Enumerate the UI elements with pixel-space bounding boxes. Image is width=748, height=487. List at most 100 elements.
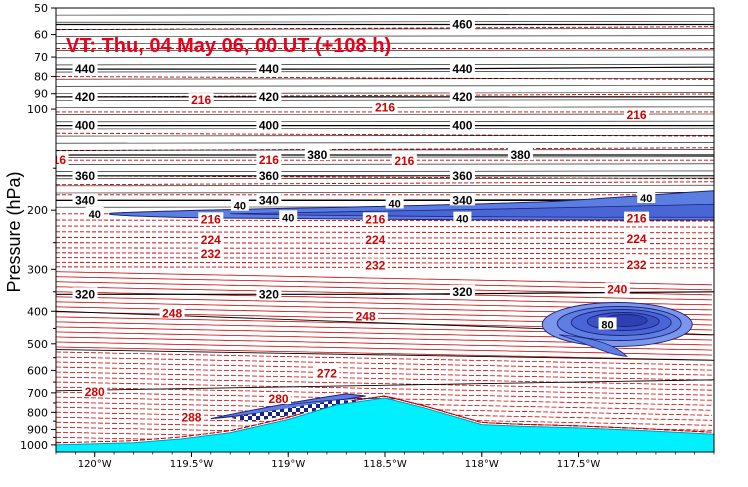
y-tick-label: 200 [27,204,48,217]
theta-label-bg [449,62,475,75]
y-axis-title: Pressure (hPa) [4,171,24,292]
y-tick-label: 600 [27,364,48,377]
wind-speed-label: 40 [234,201,246,213]
theta-contour-minor [56,142,714,144]
temperature-contour [56,276,713,291]
x-tick-label: 118.5°W [363,459,407,470]
wind-speed-label: 40 [640,193,652,205]
temperature-label-bg [624,211,650,224]
terrain-profile [56,397,714,452]
theta-label-bg [507,147,533,160]
y-tick-label: 700 [27,387,48,400]
x-tick-label: 117.5°W [557,459,601,470]
theta-label-bg [449,118,475,131]
theta-label: 440 [75,62,95,76]
temperature-contour [56,376,713,391]
temperature-label-bg [256,153,282,166]
temperature-label: 216 [394,154,414,168]
temperature-label-bg [624,257,650,270]
temperature-contour [56,361,713,376]
temperature-label-bg [362,212,388,225]
theta-contour-minor [56,49,714,51]
theta-label: 460 [452,18,472,32]
temperature-contour [56,242,714,245]
temperature-contour [56,261,714,264]
temperature-contour [56,76,714,80]
theta-contour-minor [56,71,714,73]
temperature-label-bg [198,246,224,259]
temperature-contour [56,181,714,186]
theta-label: 320 [452,285,472,299]
x-tick-label: 119.5°W [170,459,214,470]
theta-label-bg [449,89,475,102]
temperature-label-bg [391,154,417,167]
theta-label: 420 [75,90,95,104]
theta-label: 420 [452,90,472,104]
theta-contour-minor [56,135,714,137]
temperature-label: 232 [627,258,647,272]
temperature-contour [56,356,713,371]
x-tick-label: 118°W [465,459,499,470]
temperature-contour [56,346,713,361]
y-tick-label: 90 [34,88,48,101]
theta-label-bg [256,62,282,75]
theta-contour-minor [56,156,714,158]
theta-label-bg [256,168,282,181]
temperature-label-bg [353,309,379,322]
temperature-label: 224 [201,233,221,247]
y-tick-label: 900 [27,424,48,437]
temperature-label: 216 [191,93,211,107]
temperature-label: 216 [375,101,395,115]
theta-label-bg [449,168,475,181]
temperature-label: 216 [259,153,279,167]
y-tick-label: 400 [27,305,48,318]
y-tick-label: 80 [34,71,48,84]
temperature-contour [56,395,713,444]
wind-hatch [230,399,366,423]
x-axis: 120°W 119.5°W 119°W 118.5°W 118°W 117.5°W [55,452,715,470]
theta-label: 380 [307,148,327,162]
temperature-contour [56,371,713,386]
wind-speed-label: 80 [601,319,613,331]
theta-contour-minor [56,184,714,187]
temperature-contour [56,351,713,366]
temperature-label-bg [178,410,204,423]
wind-speed-shading [108,190,714,423]
temperature-label: 280 [269,392,289,406]
wind-speed-label-bg [598,317,617,330]
theta-label-bg [72,287,98,300]
theta-contour-minor [56,149,714,151]
temperature-contour [56,231,714,234]
wind-speed-label-bg [279,210,298,223]
temperature-label: 232 [201,247,221,261]
y-tick-label: 500 [27,338,48,351]
temperature-label: 216 [46,153,66,167]
theta-label-bg [256,193,282,206]
theta-contour [56,349,714,361]
temperature-contour [56,271,713,286]
temperature-label: 280 [85,385,105,399]
theta-contour [56,379,714,392]
wind-speed-label-bg [85,206,104,219]
y-tick-label: 1000 [20,439,48,452]
theta-label-bg [72,168,98,181]
temperature-label-bg [56,153,69,166]
temperature-label-bg [198,212,224,225]
wind-speed-label: 40 [89,209,101,221]
theta-contour [56,291,714,295]
low-jet-tail [559,334,628,357]
y-tick-label: 50 [34,2,48,15]
theta-label: 340 [259,193,279,207]
temperature-label-bg [624,107,650,120]
temperature-label-bg [198,232,224,245]
theta-contour [56,66,714,70]
potential-temperature-contours [56,8,714,392]
y-tick-label: 100 [27,103,48,116]
y-tick-label: 60 [34,29,48,42]
temperature-label-bg [314,366,340,379]
theta-contour-minor [56,170,714,172]
temperature-label: 248 [356,309,376,323]
